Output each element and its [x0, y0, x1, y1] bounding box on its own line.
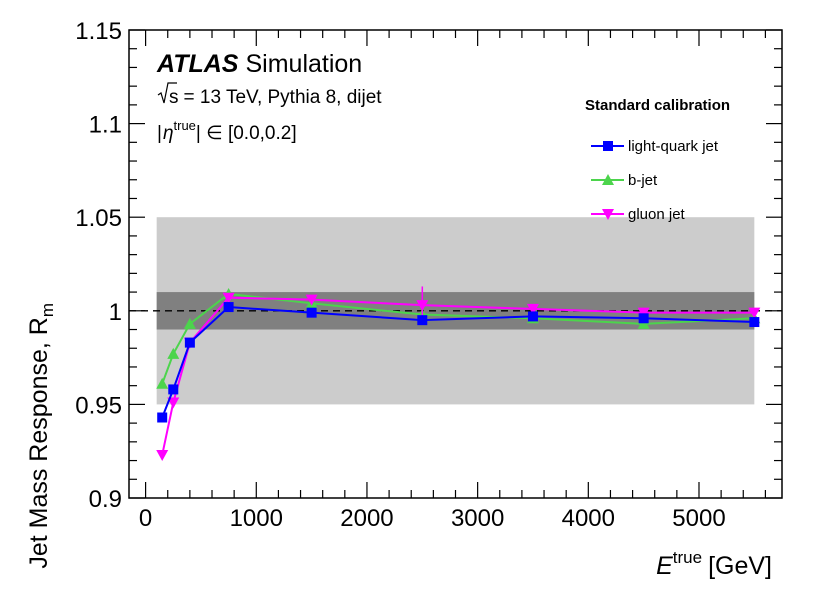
- x-axis-title-unit: [GeV]: [708, 552, 772, 580]
- eta-sup: true: [174, 118, 196, 133]
- x-tick-label: 5000: [672, 505, 725, 532]
- legend-entries: light-quark jet b-jet gluon jet: [591, 138, 719, 223]
- data-point: [184, 337, 195, 348]
- x-axis-title-sup: true: [673, 548, 702, 567]
- y-axis-title: Jet Mass Response, Rm: [25, 303, 57, 569]
- x-tick-label: 0: [139, 505, 152, 532]
- series-layer: [156, 286, 761, 461]
- axis-tick-labels: 0 1000 2000 3000 4000 5000 0.9 0.95 1 1.05 1.1 1.15: [75, 18, 725, 532]
- data-point: [157, 412, 168, 423]
- data-point: [638, 313, 649, 324]
- x-tick-label: 4000: [562, 505, 615, 532]
- legend-marker: [602, 174, 614, 185]
- condition-rest: = 13 TeV, Pythia 8, dijet: [184, 87, 383, 108]
- series-light-quark-jet: [157, 302, 760, 423]
- legend: Standard calibration light-quark jet b-je…: [585, 97, 730, 223]
- x-tick-label: 3000: [451, 505, 504, 532]
- legend-entry: light-quark jet: [591, 138, 719, 155]
- axis-ticks: [129, 29, 782, 499]
- condition-text: s = 13 TeV, Pythia 8, dijet: [169, 87, 382, 108]
- data-point: [306, 307, 317, 318]
- legend-marker: [602, 209, 614, 220]
- data-point: [156, 377, 169, 389]
- experiment-label: ATLAS Simulation: [156, 50, 362, 78]
- x-tick-label: 2000: [340, 505, 393, 532]
- data-point: [223, 302, 234, 313]
- data-point: [417, 315, 428, 326]
- condition-sqrt: s: [169, 87, 179, 108]
- data-point: [527, 311, 538, 322]
- eta-range: | ∈ [0.0,0.2]: [196, 123, 297, 144]
- atlas-label: ATLAS: [156, 50, 239, 78]
- legend-title: Standard calibration: [585, 97, 730, 114]
- y-tick-label: 1.15: [75, 18, 122, 45]
- legend-entry: gluon jet: [591, 206, 686, 223]
- y-tick-label: 1: [109, 299, 122, 326]
- data-point: [305, 294, 318, 306]
- x-axis-title: Etrue [GeV]: [656, 548, 772, 580]
- legend-marker: [603, 141, 613, 151]
- legend-label: light-quark jet: [628, 138, 719, 155]
- y-tick-label: 0.95: [75, 392, 122, 419]
- eta-prefix: |: [157, 123, 162, 144]
- data-point: [637, 317, 650, 329]
- y-axis-title-sub: m: [38, 303, 57, 317]
- y-axis-title-main: Jet Mass Response, R: [25, 317, 53, 569]
- data-point: [167, 397, 180, 409]
- data-point: [168, 384, 179, 395]
- data-point: [526, 303, 539, 315]
- x-tick-label: 1000: [230, 505, 283, 532]
- data-point: [183, 317, 196, 329]
- x-axis-title-symbol: E: [656, 552, 673, 580]
- y-tick-label: 1.05: [75, 205, 122, 232]
- y-tick-label: 0.9: [89, 486, 122, 513]
- eta-symbol: η: [163, 123, 174, 144]
- condition-label: s = 13 TeV, Pythia 8, dijet: [157, 82, 382, 108]
- eta-label: |ηtrue| ∈ [0.0,0.2]: [157, 118, 297, 144]
- data-point: [749, 317, 760, 328]
- simulation-label: Simulation: [245, 50, 362, 78]
- data-point: [167, 347, 180, 359]
- data-point: [637, 307, 650, 319]
- data-point: [222, 292, 235, 304]
- legend-label: gluon jet: [628, 206, 686, 223]
- legend-label: b-jet: [628, 172, 658, 189]
- y-tick-label: 1.1: [89, 112, 122, 139]
- data-point: [748, 307, 761, 319]
- data-point: [416, 300, 429, 312]
- data-point: [156, 449, 169, 461]
- legend-entry: b-jet: [591, 172, 658, 189]
- sqrt-symbol: [157, 82, 177, 104]
